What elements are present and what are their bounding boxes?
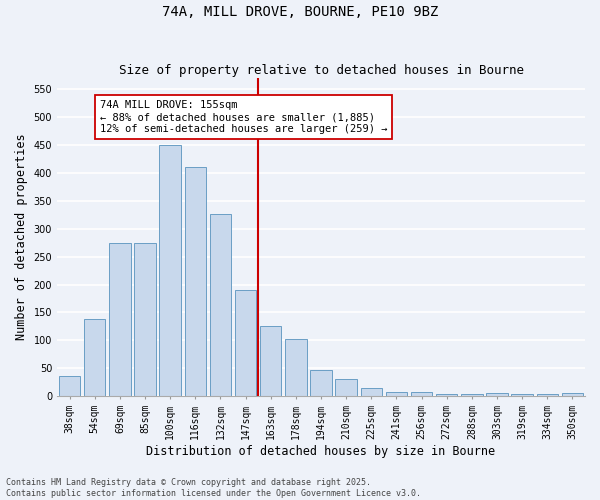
Bar: [160, 145, 181, 396]
Bar: [562, 394, 583, 396]
Bar: [210, 214, 231, 396]
Bar: [386, 392, 407, 396]
Bar: [285, 339, 307, 396]
Bar: [511, 394, 533, 396]
Bar: [134, 242, 156, 396]
Bar: [185, 168, 206, 396]
Y-axis label: Number of detached properties: Number of detached properties: [15, 134, 28, 340]
Bar: [487, 394, 508, 396]
Bar: [361, 388, 382, 396]
Bar: [436, 394, 457, 396]
Bar: [59, 376, 80, 396]
Bar: [461, 394, 482, 396]
Bar: [260, 326, 281, 396]
Bar: [109, 242, 131, 396]
Title: Size of property relative to detached houses in Bourne: Size of property relative to detached ho…: [119, 64, 524, 77]
Bar: [335, 380, 357, 396]
Bar: [310, 370, 332, 396]
Text: 74A, MILL DROVE, BOURNE, PE10 9BZ: 74A, MILL DROVE, BOURNE, PE10 9BZ: [162, 5, 438, 19]
Text: Contains HM Land Registry data © Crown copyright and database right 2025.
Contai: Contains HM Land Registry data © Crown c…: [6, 478, 421, 498]
X-axis label: Distribution of detached houses by size in Bourne: Distribution of detached houses by size …: [146, 444, 496, 458]
Bar: [411, 392, 432, 396]
Text: 74A MILL DROVE: 155sqm
← 88% of detached houses are smaller (1,885)
12% of semi-: 74A MILL DROVE: 155sqm ← 88% of detached…: [100, 100, 387, 134]
Bar: [84, 319, 106, 396]
Bar: [536, 394, 558, 396]
Bar: [235, 290, 256, 396]
